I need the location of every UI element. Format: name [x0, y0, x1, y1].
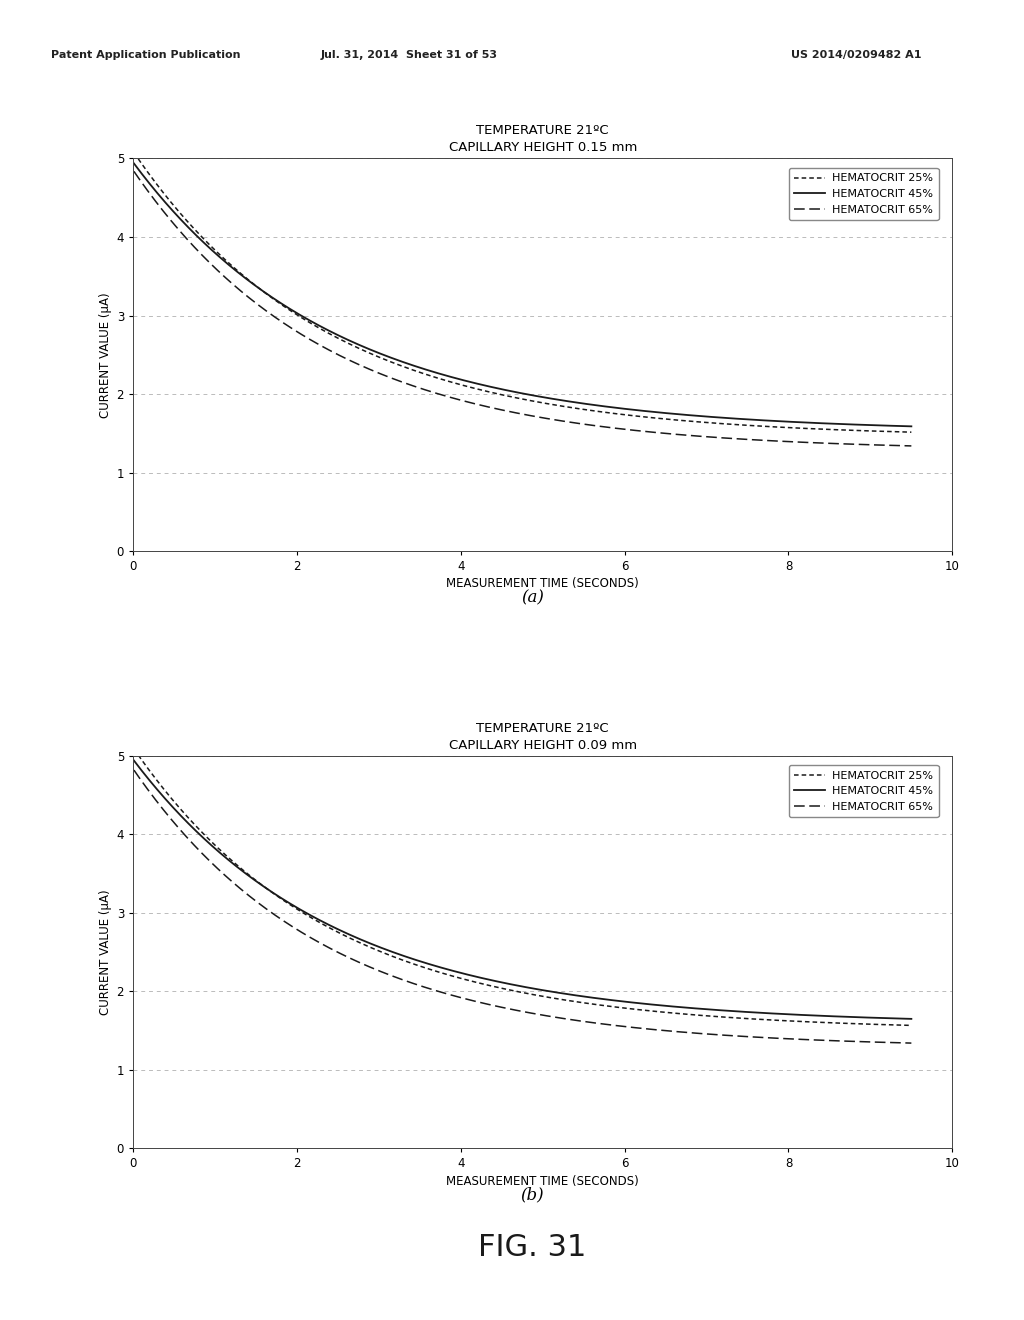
Legend: HEMATOCRIT 25%, HEMATOCRIT 45%, HEMATOCRIT 65%: HEMATOCRIT 25%, HEMATOCRIT 45%, HEMATOCR… [788, 766, 939, 817]
Legend: HEMATOCRIT 25%, HEMATOCRIT 45%, HEMATOCRIT 65%: HEMATOCRIT 25%, HEMATOCRIT 45%, HEMATOCR… [788, 168, 939, 220]
Title: TEMPERATURE 21ºC
CAPILLARY HEIGHT 0.15 mm: TEMPERATURE 21ºC CAPILLARY HEIGHT 0.15 m… [449, 124, 637, 154]
Text: Jul. 31, 2014  Sheet 31 of 53: Jul. 31, 2014 Sheet 31 of 53 [322, 50, 498, 61]
Text: FIG. 31: FIG. 31 [478, 1233, 587, 1262]
X-axis label: MEASUREMENT TIME (SECONDS): MEASUREMENT TIME (SECONDS) [446, 577, 639, 590]
Text: (b): (b) [520, 1187, 545, 1203]
Text: US 2014/0209482 A1: US 2014/0209482 A1 [792, 50, 922, 61]
Text: Patent Application Publication: Patent Application Publication [51, 50, 241, 61]
Y-axis label: CURRENT VALUE (μA): CURRENT VALUE (μA) [99, 292, 113, 417]
X-axis label: MEASUREMENT TIME (SECONDS): MEASUREMENT TIME (SECONDS) [446, 1175, 639, 1188]
Y-axis label: CURRENT VALUE (μA): CURRENT VALUE (μA) [99, 890, 113, 1015]
Title: TEMPERATURE 21ºC
CAPILLARY HEIGHT 0.09 mm: TEMPERATURE 21ºC CAPILLARY HEIGHT 0.09 m… [449, 722, 637, 751]
Text: (a): (a) [521, 589, 544, 606]
